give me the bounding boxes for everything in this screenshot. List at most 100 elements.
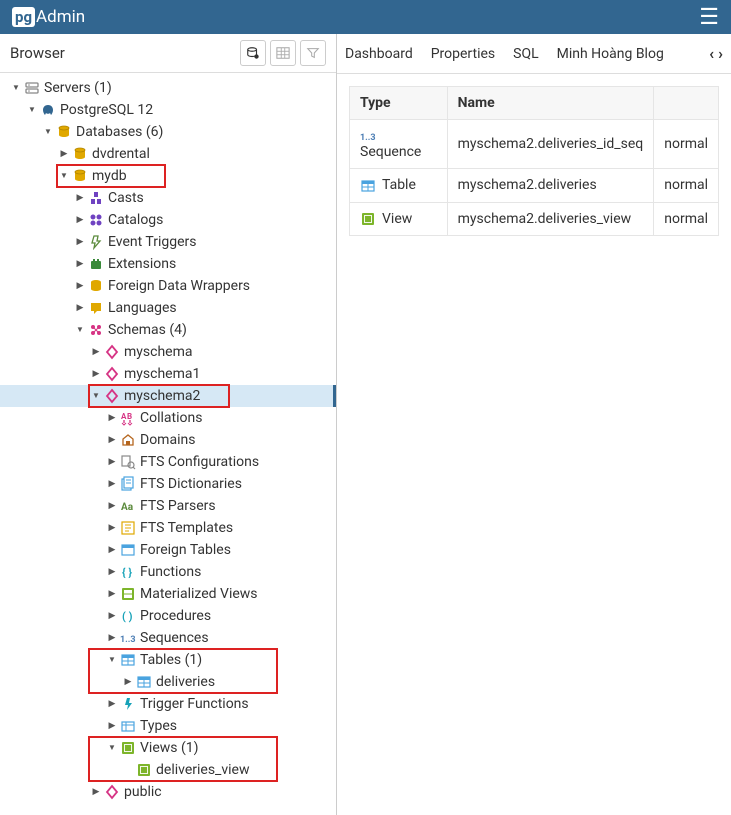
toggle-icon[interactable]: ▶ bbox=[74, 253, 86, 275]
toggle-icon[interactable]: ▶ bbox=[106, 517, 118, 539]
tab-next-icon[interactable]: › bbox=[718, 44, 723, 63]
toggle-icon[interactable]: ▼ bbox=[58, 165, 70, 187]
tree-item-types[interactable]: ▶Types bbox=[0, 715, 336, 737]
toggle-icon[interactable]: ▶ bbox=[90, 341, 102, 363]
tool-query-icon[interactable] bbox=[240, 40, 266, 66]
cell-extra: normal bbox=[654, 120, 719, 169]
tree-item-mat_views[interactable]: ▶ Materialized Views bbox=[0, 583, 336, 605]
tree-item-fts_templates[interactable]: ▶FTS Templates bbox=[0, 517, 336, 539]
mview-icon bbox=[120, 586, 136, 602]
tree-item-views[interactable]: ▼Views (1) bbox=[0, 737, 336, 759]
tab-prev-icon[interactable]: ‹ bbox=[709, 44, 714, 63]
tree-label: Materialized Views bbox=[140, 583, 258, 605]
catalog-icon bbox=[88, 212, 104, 228]
toggle-icon[interactable]: ▶ bbox=[106, 539, 118, 561]
tree-item-sequences[interactable]: ▶1..3Sequences bbox=[0, 627, 336, 649]
toggle-icon[interactable]: ▼ bbox=[106, 737, 118, 759]
tree-label: FTS Configurations bbox=[140, 451, 259, 473]
elephant-icon bbox=[40, 102, 56, 118]
toggle-icon[interactable]: ▼ bbox=[26, 99, 38, 121]
table-row[interactable]: 1..3Sequencemyschema2.deliveries_id_seqn… bbox=[350, 120, 719, 169]
toggle-icon[interactable]: ▼ bbox=[74, 319, 86, 341]
toggle-icon[interactable]: ▶ bbox=[74, 231, 86, 253]
tree-item-fts_dict[interactable]: ▶FTS Dictionaries bbox=[0, 473, 336, 495]
tree-label: Extensions bbox=[108, 253, 176, 275]
toggle-icon[interactable]: ▶ bbox=[106, 473, 118, 495]
tree-item-schemas[interactable]: ▼Schemas (4) bbox=[0, 319, 336, 341]
toggle-icon[interactable]: ▶ bbox=[58, 143, 70, 165]
toggle-icon[interactable]: ▶ bbox=[106, 693, 118, 715]
tree-item-servers[interactable]: ▼Servers (1) bbox=[0, 77, 336, 99]
tree-item-extensions[interactable]: ▶ Extensions bbox=[0, 253, 336, 275]
toggle-icon[interactable]: ▶ bbox=[106, 451, 118, 473]
toggle-icon[interactable]: ▶ bbox=[74, 209, 86, 231]
tab-blog[interactable]: Minh Hoàng Blog bbox=[557, 46, 664, 62]
fts-icon bbox=[120, 454, 136, 470]
tree-item-foreign_tables[interactable]: ▶Foreign Tables bbox=[0, 539, 336, 561]
tree-item-tables[interactable]: ▼Tables (1) bbox=[0, 649, 336, 671]
tree-item-dvdrental[interactable]: ▶dvdrental bbox=[0, 143, 336, 165]
toggle-icon[interactable]: ▶ bbox=[106, 605, 118, 627]
tree-item-fdw[interactable]: ▶Foreign Data Wrappers bbox=[0, 275, 336, 297]
tree-item-casts[interactable]: ▶Casts bbox=[0, 187, 336, 209]
tree-item-myschema[interactable]: ▶myschema bbox=[0, 341, 336, 363]
toggle-icon[interactable]: ▶ bbox=[90, 363, 102, 385]
toggle-icon[interactable]: ▼ bbox=[90, 385, 102, 407]
tab-properties[interactable]: Properties bbox=[431, 46, 495, 62]
toggle-icon[interactable]: ▶ bbox=[122, 671, 134, 693]
svg-text:1..3: 1..3 bbox=[360, 133, 376, 143]
toggle-icon[interactable]: ▶ bbox=[106, 561, 118, 583]
toggle-icon[interactable]: ▶ bbox=[106, 627, 118, 649]
toggle-icon[interactable]: ▼ bbox=[10, 77, 22, 99]
toggle-icon[interactable]: ▼ bbox=[42, 121, 54, 143]
ftsd-icon bbox=[120, 476, 136, 492]
menu-icon[interactable]: ☰ bbox=[699, 5, 719, 30]
table-icon bbox=[360, 178, 376, 194]
tree-item-catalogs[interactable]: ▶Catalogs bbox=[0, 209, 336, 231]
toggle-icon[interactable]: ▶ bbox=[74, 297, 86, 319]
app-logo: pgAdmin bbox=[12, 7, 85, 27]
diamond-icon bbox=[104, 344, 120, 360]
tree-item-languages[interactable]: ▶Languages bbox=[0, 297, 336, 319]
tree-label: myschema2 bbox=[124, 385, 200, 407]
toggle-icon[interactable]: ▶ bbox=[90, 781, 102, 803]
tree-item-mydb[interactable]: ▼ mydb bbox=[0, 165, 336, 187]
toggle-icon[interactable]: ▶ bbox=[106, 495, 118, 517]
db-icon bbox=[72, 146, 88, 162]
toggle-icon[interactable]: ▼ bbox=[106, 649, 118, 671]
tree-item-public[interactable]: ▶public bbox=[0, 781, 336, 803]
tool-filter-icon[interactable] bbox=[300, 40, 326, 66]
tree-item-deliveries_view[interactable]: deliveries_view bbox=[0, 759, 336, 781]
tree-item-trigger_functions[interactable]: ▶Trigger Functions bbox=[0, 693, 336, 715]
toggle-icon[interactable]: ▶ bbox=[106, 583, 118, 605]
tree-item-functions[interactable]: ▶{ }Functions bbox=[0, 561, 336, 583]
diamond-icon bbox=[104, 388, 120, 404]
tab-sql[interactable]: SQL bbox=[513, 46, 538, 62]
tree-item-myschema1[interactable]: ▶myschema1 bbox=[0, 363, 336, 385]
table-row[interactable]: Tablemyschema2.deliveriesnormal bbox=[350, 169, 719, 202]
toggle-icon[interactable]: ▶ bbox=[74, 187, 86, 209]
app-header: pgAdmin ☰ bbox=[0, 0, 731, 34]
toggle-icon[interactable]: ▶ bbox=[106, 429, 118, 451]
toggle-icon[interactable]: ▶ bbox=[106, 407, 118, 429]
tree-item-fts_config[interactable]: ▶ FTS Configurations bbox=[0, 451, 336, 473]
tool-table-icon[interactable] bbox=[270, 40, 296, 66]
tree-item-domains[interactable]: ▶Domains bbox=[0, 429, 336, 451]
tree-item-event_triggers[interactable]: ▶Event Triggers bbox=[0, 231, 336, 253]
tree-item-pg[interactable]: ▼PostgreSQL 12 bbox=[0, 99, 336, 121]
view-icon bbox=[360, 211, 376, 227]
tree-item-databases[interactable]: ▼Databases (6) bbox=[0, 121, 336, 143]
cell-name: myschema2.deliveries_id_seq bbox=[447, 120, 654, 169]
cell-type: Table bbox=[350, 169, 448, 202]
tree-item-collations[interactable]: ▶ABCollations bbox=[0, 407, 336, 429]
tree-item-procedures[interactable]: ▶( )Procedures bbox=[0, 605, 336, 627]
svg-text:Aa: Aa bbox=[121, 502, 134, 513]
toggle-icon[interactable]: ▶ bbox=[74, 275, 86, 297]
tree-label: mydb bbox=[92, 165, 127, 187]
tree-item-deliveries[interactable]: ▶deliveries bbox=[0, 671, 336, 693]
toggle-icon[interactable]: ▶ bbox=[106, 715, 118, 737]
tree-item-fts_parsers[interactable]: ▶AaFTS Parsers bbox=[0, 495, 336, 517]
tab-dashboard[interactable]: Dashboard bbox=[345, 46, 413, 62]
tree-item-myschema2[interactable]: ▼ myschema2 bbox=[0, 385, 336, 407]
table-row[interactable]: Viewmyschema2.deliveries_viewnormal bbox=[350, 202, 719, 235]
